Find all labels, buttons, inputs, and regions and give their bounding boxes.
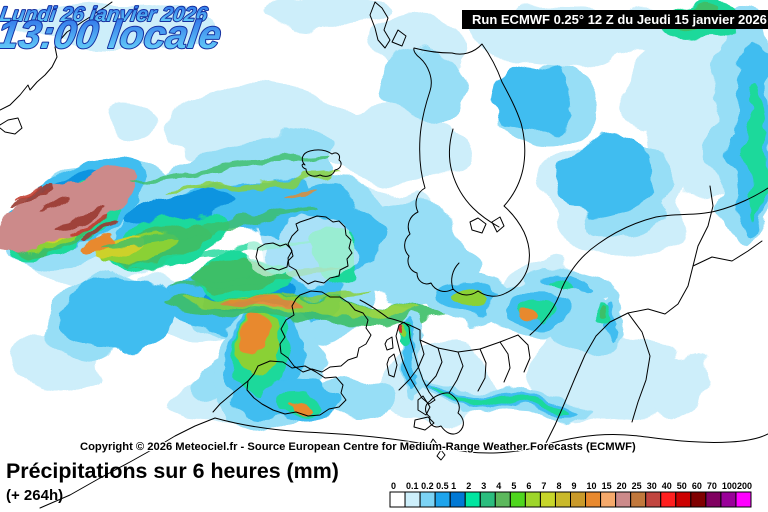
svg-text:Copyright © 2026 Meteociel.fr: Copyright © 2026 Meteociel.fr - Source E… [80, 441, 636, 453]
svg-text:Précipitations sur 6 heures (m: Précipitations sur 6 heures (mm) [6, 459, 339, 483]
svg-text:(+ 264h): (+ 264h) [6, 487, 63, 504]
